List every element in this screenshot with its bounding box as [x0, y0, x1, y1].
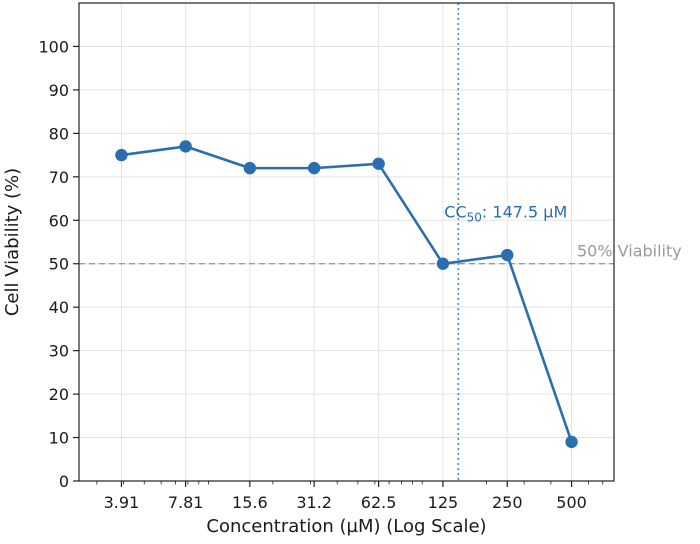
reference-lines [79, 3, 614, 481]
cc50-annotation: CC50: 147.5 µM [444, 203, 567, 225]
x-axis-label: Concentration (µM) (Log Scale) [206, 516, 486, 537]
x-tick-label: 125 [428, 493, 459, 512]
grid-lines [79, 3, 614, 482]
viability-threshold-label: 50% Viability [577, 242, 682, 261]
y-tick-label: 80 [49, 124, 69, 143]
y-tick-label: 0 [59, 472, 69, 491]
data-point [565, 435, 578, 449]
cc50-value: : 147.5 µM [482, 203, 567, 222]
data-point [115, 148, 128, 162]
plot-frame [78, 2, 615, 482]
data-point [243, 161, 257, 175]
y-tick-label: 30 [49, 342, 69, 361]
x-tick-label: 3.91 [104, 493, 140, 512]
y-axis-label: Cell Viability (%) [2, 168, 23, 316]
cc50-prefix: CC [444, 203, 466, 222]
data-point [501, 248, 514, 262]
y-tick-label: 60 [49, 211, 69, 230]
data-series [115, 140, 578, 449]
data-point [179, 140, 192, 153]
y-tick-label: 10 [49, 429, 69, 448]
y-tick-label: 100 [38, 37, 69, 56]
x-axis-ticks: 3.91 7.81 15.6 31.2 62.5 125 250 500 [96, 481, 604, 512]
y-tick-label: 70 [49, 168, 69, 187]
x-tick-label: 250 [492, 493, 523, 512]
x-tick-label: 15.6 [232, 493, 268, 512]
x-tick-label: 7.81 [168, 493, 204, 512]
data-point [307, 161, 321, 175]
y-tick-label: 20 [49, 385, 69, 404]
x-tick-label: 500 [556, 493, 587, 512]
y-tick-label: 40 [49, 298, 69, 317]
data-point [372, 157, 385, 170]
series-line [121, 145, 573, 443]
x-tick-label: 62.5 [361, 493, 397, 512]
cc50-subscript: 50 [467, 211, 482, 225]
x-tick-label: 31.2 [296, 493, 332, 512]
data-point [436, 257, 450, 270]
y-axis-ticks: 0 10 20 30 40 50 60 70 80 90 100 [38, 37, 79, 491]
y-tick-label: 50 [49, 255, 69, 274]
y-tick-label: 90 [49, 81, 69, 100]
